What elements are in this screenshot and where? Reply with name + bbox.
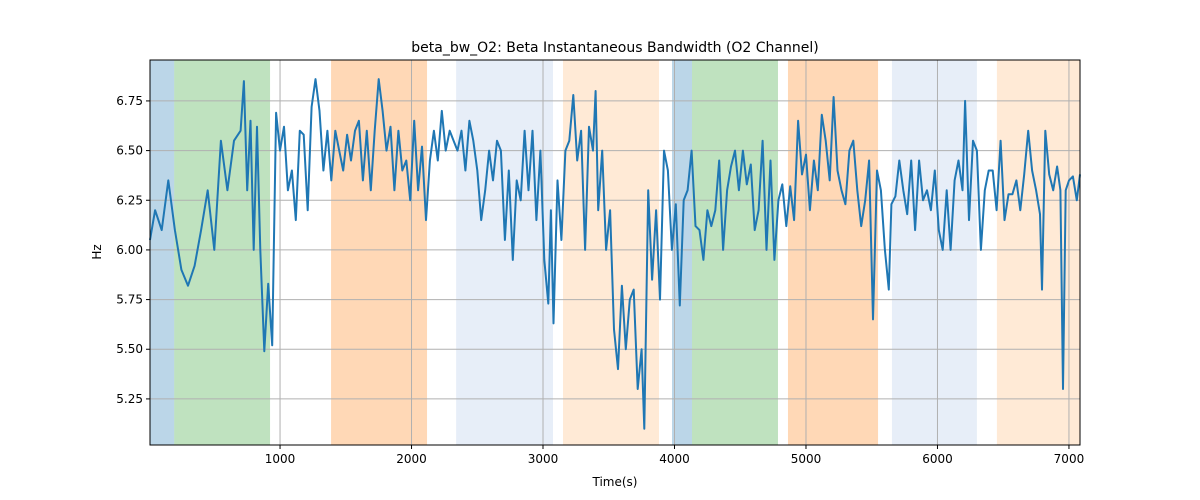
x-tick-label: 6000: [922, 452, 953, 466]
y-tick-label: 6.25: [116, 193, 143, 207]
y-tick-label: 5.25: [116, 392, 143, 406]
x-tick-label: 1000: [265, 452, 296, 466]
series-line: [149, 78, 1081, 430]
x-tick-label: 5000: [791, 452, 822, 466]
shaded-span-3: [456, 60, 554, 445]
shaded-span-6: [691, 60, 778, 445]
shaded-span-0: [150, 60, 175, 445]
shaded-span-2: [331, 60, 428, 445]
x-axis-label: Time(s): [592, 475, 638, 489]
y-tick-label: 6.50: [116, 144, 143, 158]
y-axis-ticks: 5.25 5.50 5.75 6.00 6.25 6.50 6.75: [116, 94, 150, 406]
y-axis-label: Hz: [90, 244, 104, 259]
x-tick-label: 7000: [1054, 452, 1085, 466]
y-tick-label: 6.00: [116, 243, 143, 257]
y-tick-label: 5.75: [116, 293, 143, 307]
shaded-span-1: [174, 60, 271, 445]
shaded-span-8: [891, 60, 977, 445]
plot-frame: [149, 59, 1081, 446]
y-tick-label: 6.75: [116, 94, 143, 108]
chart-title: beta_bw_O2: Beta Instantaneous Bandwidth…: [411, 40, 818, 56]
shaded-span-9: [996, 60, 1080, 445]
x-tick-label: 2000: [396, 452, 427, 466]
shaded-spans: [150, 60, 1080, 445]
x-tick-label: 4000: [659, 452, 690, 466]
y-tick-label: 5.50: [116, 342, 143, 356]
x-axis-ticks: 1000 2000 3000 4000 5000 6000 7000: [265, 445, 1084, 466]
grid-lines: [150, 60, 1080, 445]
x-tick-label: 3000: [528, 452, 559, 466]
